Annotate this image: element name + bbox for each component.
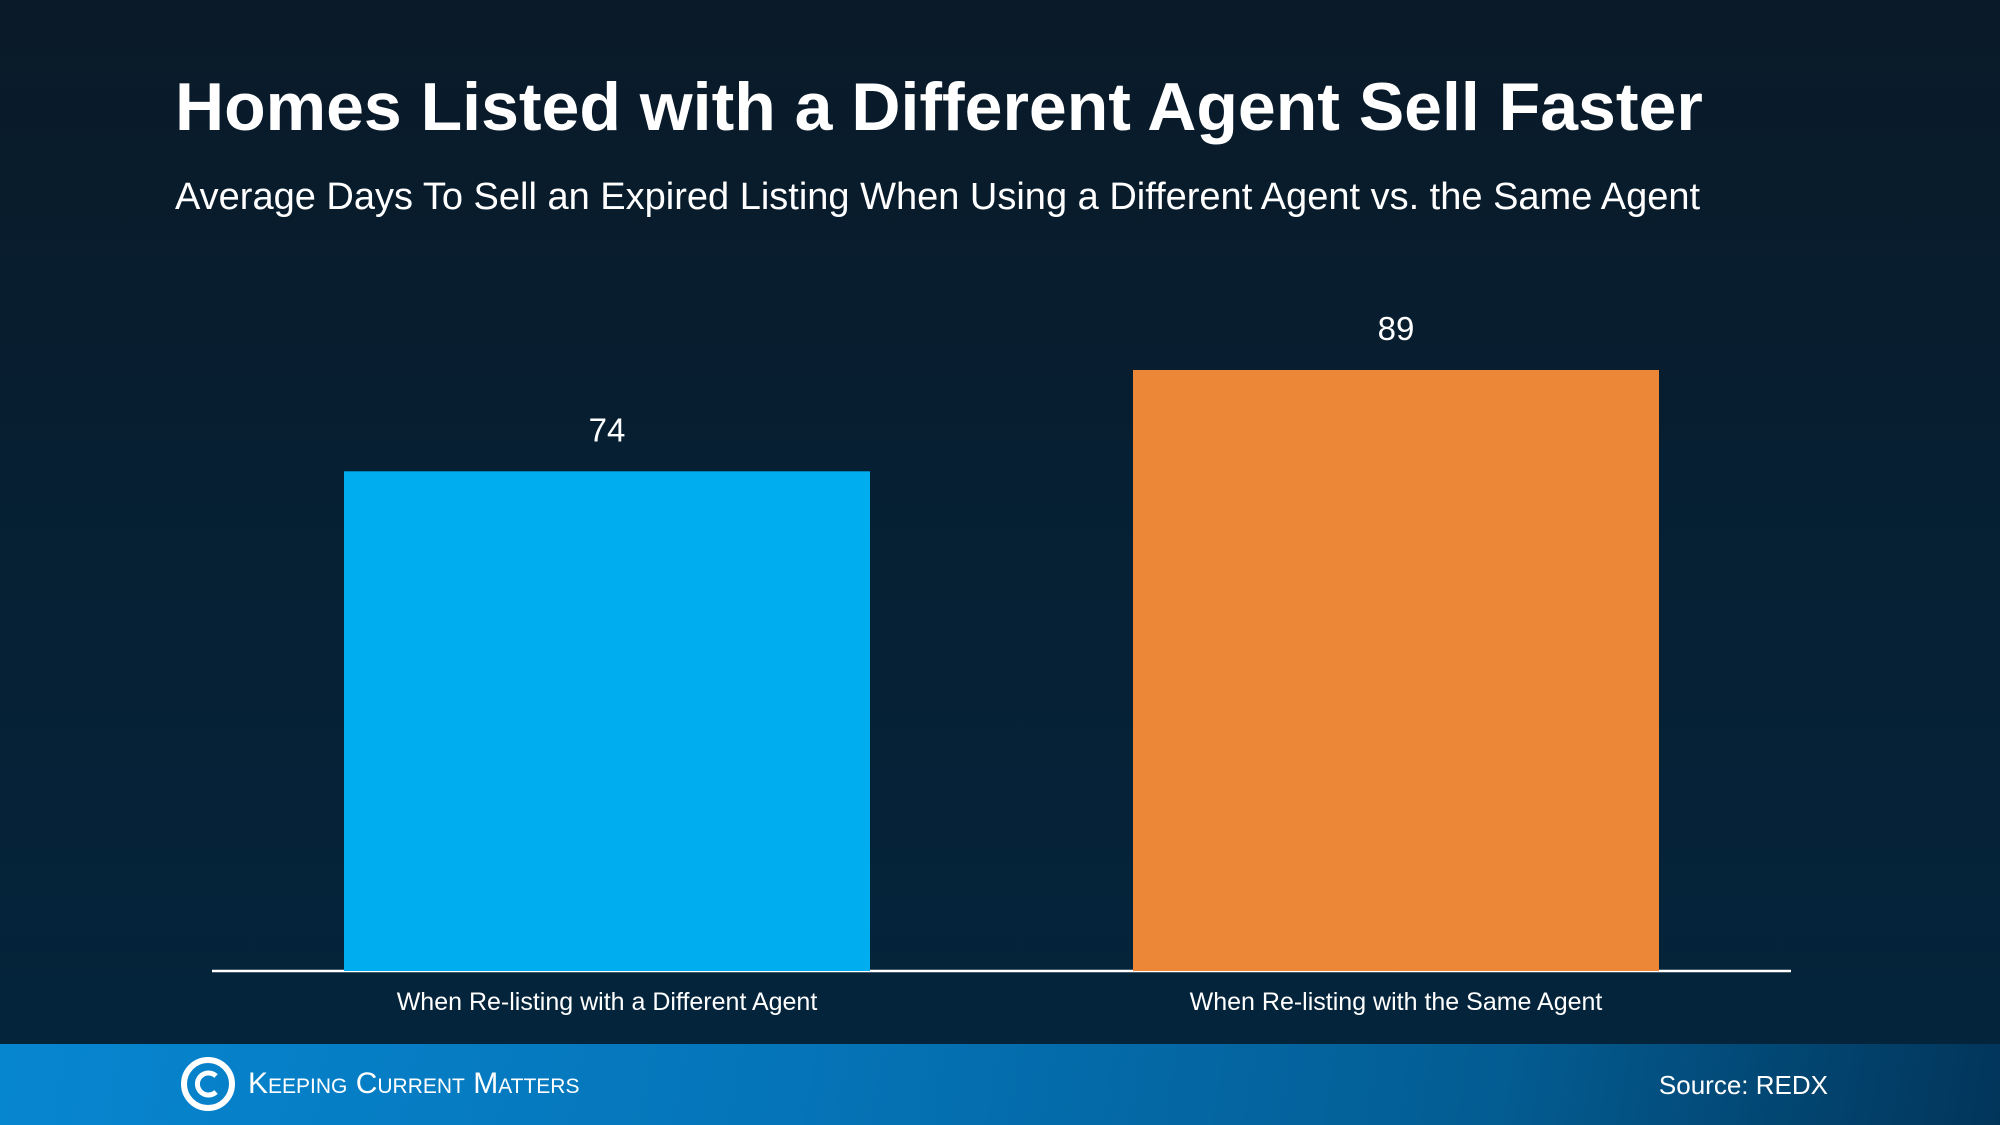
- spiral-logo-icon: [181, 1057, 235, 1111]
- bar-1: [344, 471, 870, 971]
- data-label: 74: [589, 411, 626, 448]
- category-label: When Re-listing with a Different Agent: [397, 988, 818, 1016]
- source-label: Source: REDX: [1658, 1070, 1828, 1100]
- kcm-logo: Keeping Current Matters: [180, 1056, 579, 1112]
- bar-chart: 74 When Re-listing with a Different Agent…: [344, 310, 1659, 1016]
- chart-title: Homes Listed with a Different Agent Sell…: [175, 69, 1703, 145]
- chart-subtitle: Average Days To Sell an Expired Listing …: [175, 176, 1701, 218]
- bar-2: [1133, 370, 1659, 971]
- data-label: 89: [1378, 310, 1415, 347]
- category-label: When Re-listing with the Same Agent: [1190, 988, 1603, 1016]
- footer-bar: Keeping Current Matters Source: REDX: [0, 1044, 2000, 1125]
- logo-text: Keeping Current Matters: [248, 1067, 580, 1100]
